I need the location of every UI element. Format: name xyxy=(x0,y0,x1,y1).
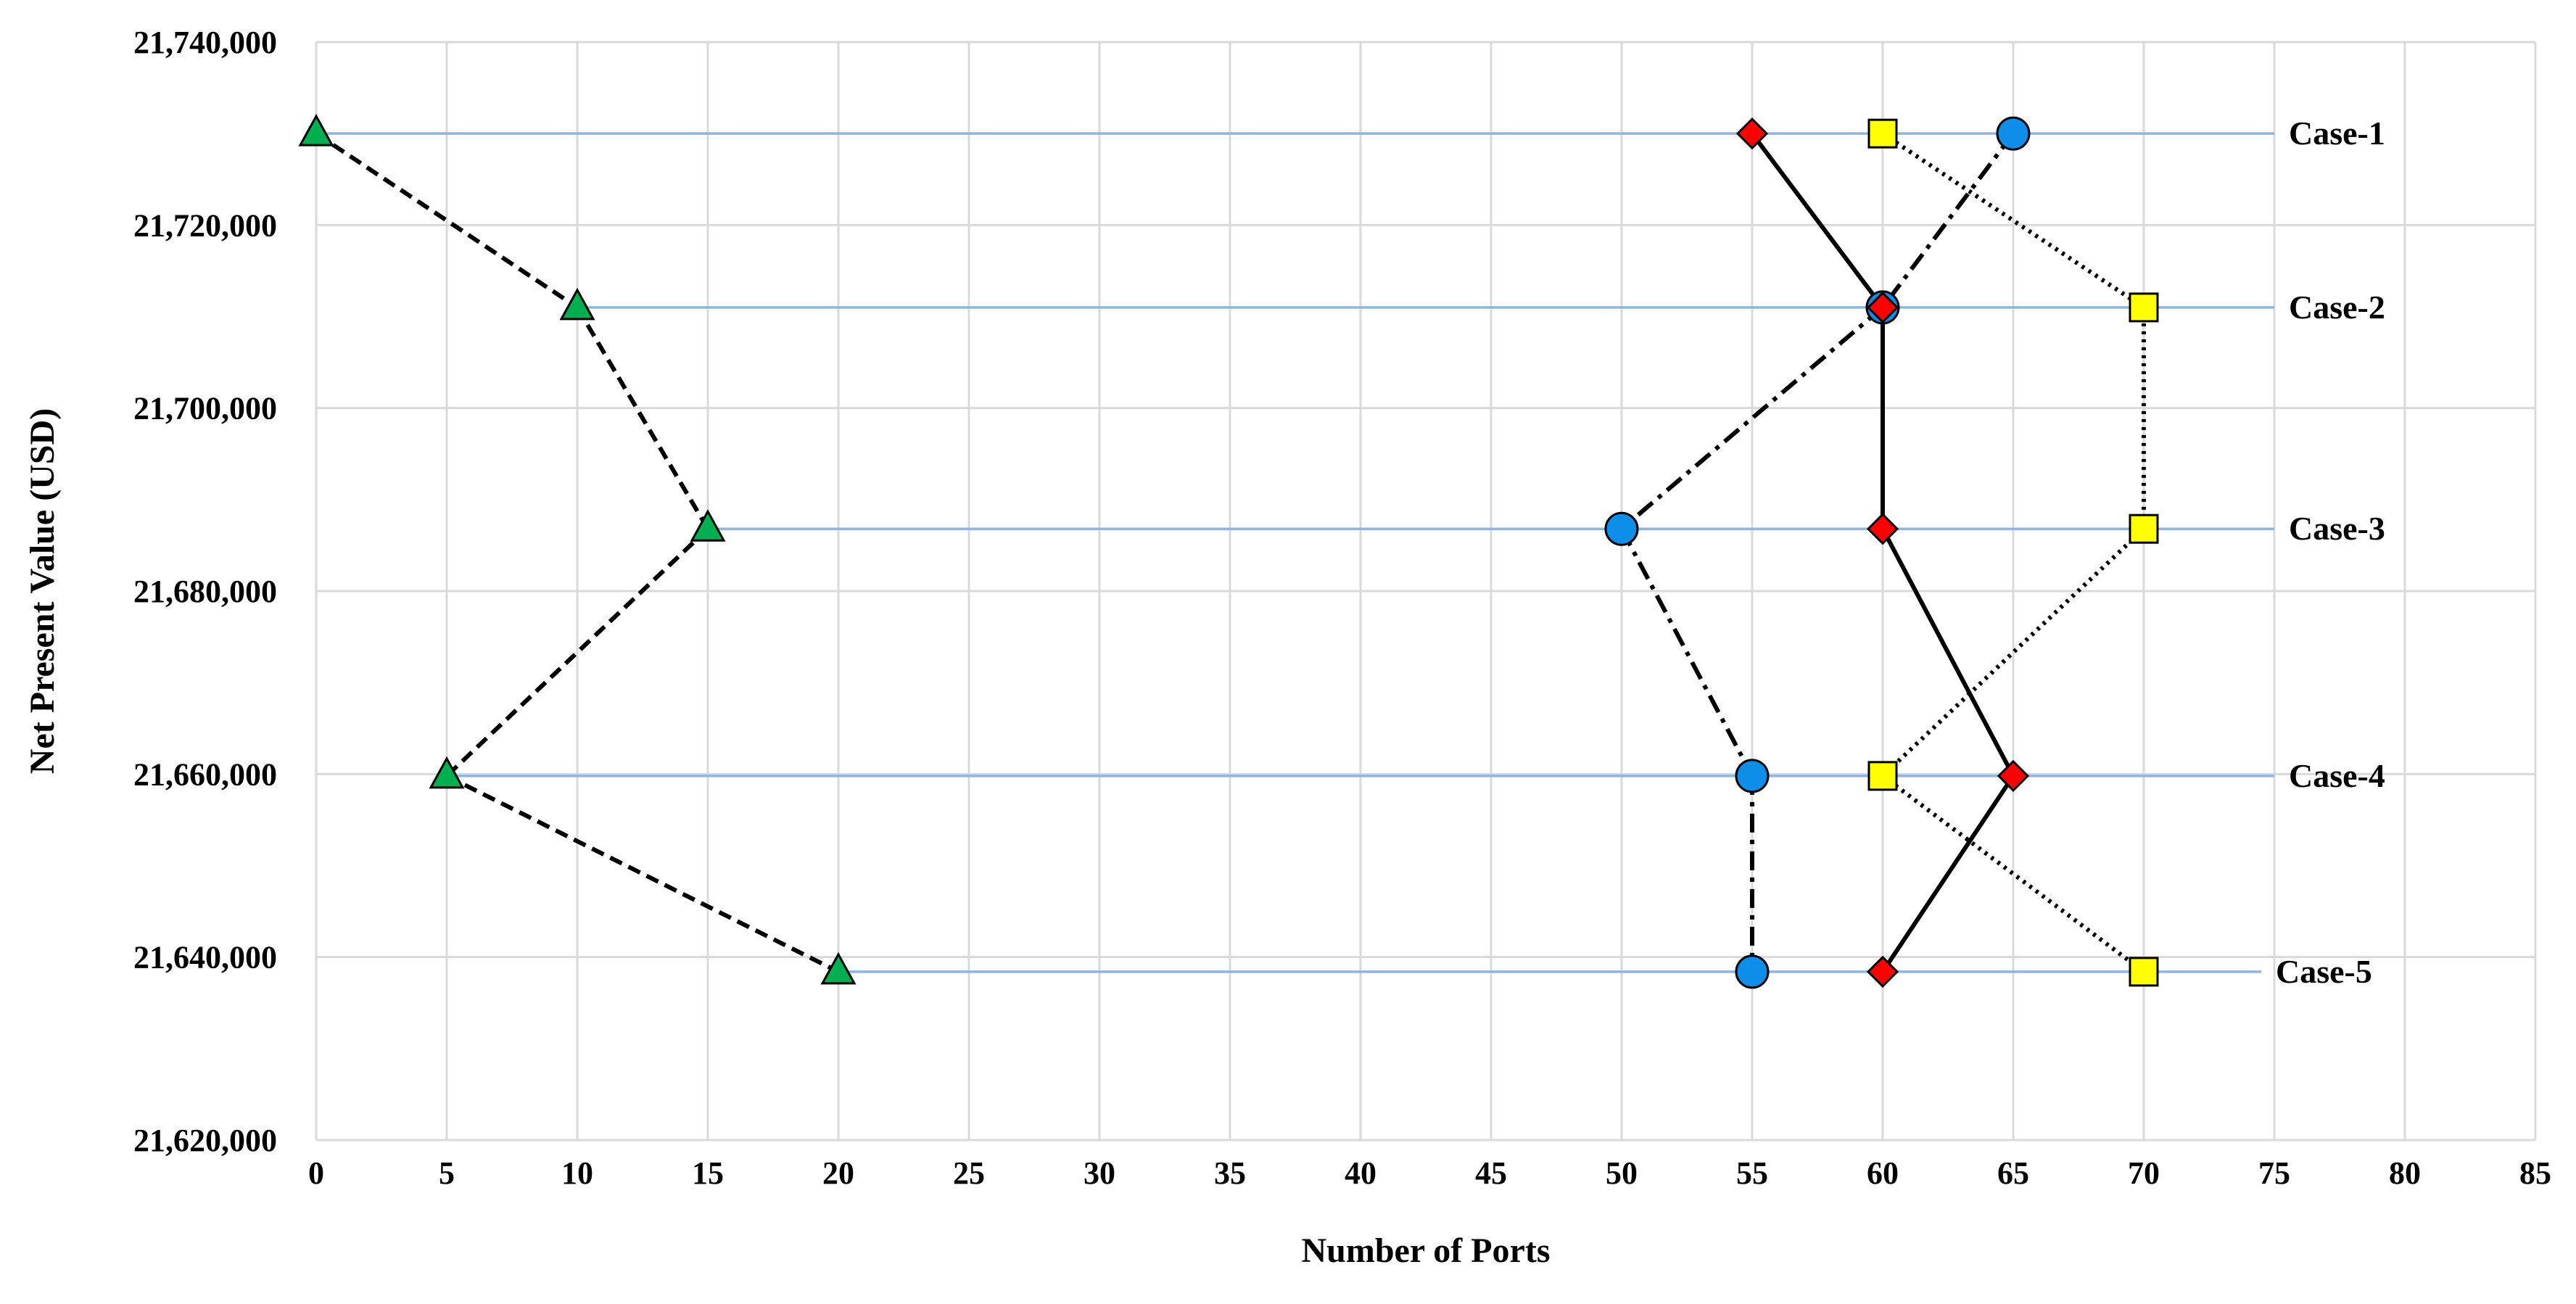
series-line-segment xyxy=(445,774,840,974)
series-line-segment xyxy=(1881,774,2145,974)
y-tick-label: 21,640,000 xyxy=(133,940,277,975)
circle-marker xyxy=(1735,954,1770,989)
y-tick-label: 21,700,000 xyxy=(133,391,277,426)
diamond-marker xyxy=(1866,955,1899,988)
grid xyxy=(315,41,2537,1142)
x-tick-label: 35 xyxy=(1214,1155,1246,1191)
series-line-segment xyxy=(1750,132,1885,309)
x-tick-label: 75 xyxy=(2258,1155,2290,1191)
circle-marker xyxy=(1996,116,2031,151)
case-label: Case-5 xyxy=(2276,953,2372,990)
square-marker xyxy=(2129,513,2159,544)
x-tick-label: 40 xyxy=(1345,1155,1376,1191)
x-tick-label: 70 xyxy=(2128,1155,2160,1191)
square-marker xyxy=(1867,761,1898,791)
case-lines xyxy=(316,132,2274,973)
x-tick-label: 80 xyxy=(2389,1155,2421,1191)
tick-labels: 0 5 10 15 20 25 30 35 40 45 50 55 60 65 70 75 80 85 21,620… xyxy=(133,25,2551,1191)
square-marker xyxy=(2129,957,2159,987)
x-tick-label: 25 xyxy=(953,1155,985,1191)
case-label: Case-3 xyxy=(2289,510,2385,547)
x-axis-title: Number of Ports xyxy=(1301,1231,1550,1270)
case-label: Case-1 xyxy=(2289,115,2385,152)
series-line-segment xyxy=(315,131,579,310)
diamond-marker xyxy=(1997,759,2030,792)
case-labels: Case-1 Case-2 Case-3 Case-4 Case-5 xyxy=(2276,115,2385,990)
triangle-marker xyxy=(429,756,465,789)
series-line-segment xyxy=(1881,775,2015,973)
x-tick-label: 65 xyxy=(1997,1155,2029,1191)
x-tick-label: 15 xyxy=(692,1155,724,1191)
x-tick-label: 0 xyxy=(308,1155,324,1191)
x-tick-label: 10 xyxy=(561,1155,593,1191)
case-label: Case-2 xyxy=(2289,289,2385,326)
triangle-marker xyxy=(690,509,726,542)
x-tick-label: 55 xyxy=(1736,1155,1768,1191)
x-tick-label: 85 xyxy=(2519,1155,2551,1191)
diamond-marker xyxy=(1735,117,1769,150)
circle-marker xyxy=(1604,511,1639,546)
triangle-marker xyxy=(298,114,334,147)
x-tick-label: 45 xyxy=(1475,1155,1507,1191)
x-tick-label: 30 xyxy=(1083,1155,1115,1191)
series-line-segment xyxy=(1619,527,1754,777)
series-line-segment xyxy=(1881,132,2015,309)
x-tick-label: 20 xyxy=(822,1155,854,1191)
y-tick-label: 21,740,000 xyxy=(133,25,277,60)
square-marker xyxy=(1867,118,1898,149)
square-marker xyxy=(2129,292,2159,323)
diamond-marker xyxy=(1866,513,1899,545)
x-tick-label: 50 xyxy=(1606,1155,1638,1191)
markers xyxy=(298,114,2159,989)
y-tick-label: 21,680,000 xyxy=(133,574,277,609)
y-axis-title: Net Present Value (USD) xyxy=(23,408,62,774)
case-label: Case-4 xyxy=(2289,757,2385,794)
series-line-segment xyxy=(1881,527,2015,777)
triangle-marker xyxy=(559,287,595,321)
x-tick-label: 5 xyxy=(439,1155,455,1191)
diamond-marker xyxy=(1866,291,1899,324)
series-line-segment xyxy=(575,306,710,530)
triangle-marker xyxy=(820,952,856,985)
x-tick-label: 60 xyxy=(1867,1155,1899,1191)
y-tick-label: 21,620,000 xyxy=(133,1123,277,1158)
series-lines xyxy=(315,131,2146,974)
y-tick-label: 21,720,000 xyxy=(133,207,277,243)
y-tick-label: 21,660,000 xyxy=(133,756,277,792)
circle-marker xyxy=(1735,759,1770,793)
